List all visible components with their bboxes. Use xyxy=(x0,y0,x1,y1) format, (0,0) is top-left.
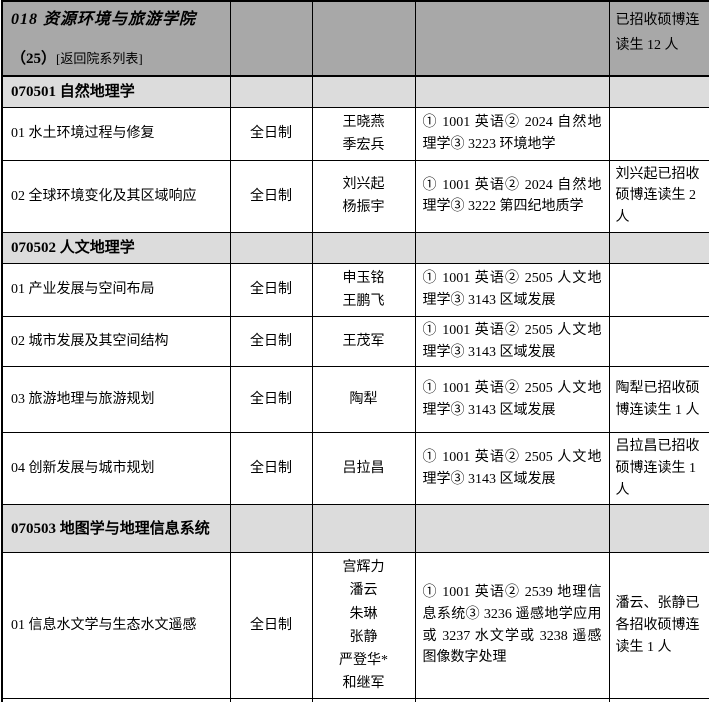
note-cell xyxy=(608,315,709,368)
supervisors-cell: 吕拉昌 xyxy=(311,432,416,506)
section-header-row: 070501 自然地理学 xyxy=(1,75,709,108)
empty-cell xyxy=(311,75,416,108)
empty-cell xyxy=(229,75,313,108)
supervisors-cell: 刘兴起 杨振宇 xyxy=(311,159,416,233)
empty-cell xyxy=(229,231,313,264)
empty-cell xyxy=(229,504,313,554)
study-mode-cell: 全日制 xyxy=(229,552,313,699)
direction-cell: 02 空间信息获取与应用 xyxy=(1,697,231,702)
exam-subjects-cell: ① 1001 英语② 2505 人文地理学③ 3143 区域发展 xyxy=(414,432,610,506)
supervisors-cell: 陶犁 xyxy=(311,366,416,434)
direction-cell: 01 信息水文学与生态水文遥感 xyxy=(1,552,231,699)
empty-cell xyxy=(229,0,313,77)
direction-cell: 01 产业发展与空间布局 xyxy=(1,262,231,317)
note-cell xyxy=(608,262,709,317)
supervisors-cell: 宫辉力 潘云 朱琳 张静 严登华* 和继军 xyxy=(311,552,416,699)
college-header-row: 018 资源环境与旅游学院 （25）[返回院系列表] 已招收硕博连读生 12 人 xyxy=(1,0,709,77)
college-subline: （25）[返回院系列表] xyxy=(11,48,224,71)
empty-cell xyxy=(608,504,709,554)
table-row: 01 信息水文学与生态水文遥感 全日制 宫辉力 潘云 朱琳 张静 严登华* 和继… xyxy=(1,552,709,699)
exam-subjects-cell: ① 1001 英语② 2505 人文地理学③ 3143 区域发展 xyxy=(414,366,610,434)
table-row: 01 水土环境过程与修复 全日制 王晓燕 季宏兵 ① 1001 英语② 2024… xyxy=(1,106,709,161)
exam-subjects-cell: ① 1001 英语② 2539 地理 xyxy=(414,697,610,702)
exam-subjects-cell: ① 1001 英语② 2024 自然地理学③ 3222 第四纪地质学 xyxy=(414,159,610,233)
college-title: 018 资源环境与旅游学院 xyxy=(11,11,197,28)
table-row: 02 城市发展及其空间结构 全日制 王茂军 ① 1001 英语② 2505 人文… xyxy=(1,315,709,368)
exam-subjects-cell: ① 1001 英语② 2505 人文地理学③ 3143 区域发展 xyxy=(414,315,610,368)
back-to-departments-link[interactable]: [返回院系列表] xyxy=(56,51,143,66)
note-cell: 潘云、张静已各招收硕博连读生 1 人 xyxy=(608,552,709,699)
section-title: 070501 自然地理学 xyxy=(1,75,231,108)
college-number: （25） xyxy=(11,51,57,67)
college-admission-note: 已招收硕博连读生 12 人 xyxy=(608,0,709,77)
exam-subjects-cell: ① 1001 英语② 2505 人文地理学③ 3143 区域发展 xyxy=(414,262,610,317)
direction-cell: 02 全球环境变化及其区域响应 xyxy=(1,159,231,233)
empty-cell xyxy=(311,0,416,77)
supervisors-cell: 王晓燕 季宏兵 xyxy=(311,106,416,161)
table-row: 02 全球环境变化及其区域响应 全日制 刘兴起 杨振宇 ① 1001 英语② 2… xyxy=(1,159,709,233)
study-mode-cell: 全日制 xyxy=(229,697,313,702)
direction-cell: 03 旅游地理与旅游规划 xyxy=(1,366,231,434)
supervisors-cell: 王茂军 xyxy=(311,315,416,368)
section-title: 070502 人文地理学 xyxy=(1,231,231,264)
exam-subjects-cell: ① 1001 英语② 2539 地理信息系统③ 3236 遥感地学应用 或 32… xyxy=(414,552,610,699)
empty-cell xyxy=(414,0,610,77)
table-row: 02 空间信息获取与应用 全日制 刘先林 ① 1001 英语② 2539 地理 … xyxy=(1,697,709,702)
section-header-row: 070502 人文地理学 xyxy=(1,231,709,264)
supervisors-cell: 申玉铭 王鹏飞 xyxy=(311,262,416,317)
empty-cell xyxy=(311,504,416,554)
empty-cell xyxy=(311,231,416,264)
note-cell xyxy=(608,106,709,161)
empty-cell xyxy=(608,231,709,264)
direction-cell: 01 水土环境过程与修复 xyxy=(1,106,231,161)
table-row: 04 创新发展与城市规划 全日制 吕拉昌 ① 1001 英语② 2505 人文地… xyxy=(1,432,709,506)
exam-subjects-cell: ① 1001 英语② 2024 自然地理学③ 3223 环境地学 xyxy=(414,106,610,161)
empty-cell xyxy=(608,75,709,108)
table-row: 03 旅游地理与旅游规划 全日制 陶犁 ① 1001 英语② 2505 人文地理… xyxy=(1,366,709,434)
study-mode-cell: 全日制 xyxy=(229,315,313,368)
note-cell: 刘先林、钟 xyxy=(608,697,709,702)
note-cell: 吕拉昌已招收硕博连读生 1 人 xyxy=(608,432,709,506)
table-row: 01 产业发展与空间布局 全日制 申玉铭 王鹏飞 ① 1001 英语② 2505… xyxy=(1,262,709,317)
section-title: 070503 地图学与地理信息系统 xyxy=(1,504,231,554)
empty-cell xyxy=(414,75,610,108)
study-mode-cell: 全日制 xyxy=(229,366,313,434)
section-header-row: 070503 地图学与地理信息系统 xyxy=(1,504,709,554)
direction-cell: 04 创新发展与城市规划 xyxy=(1,432,231,506)
empty-cell xyxy=(414,504,610,554)
note-cell: 陶犁已招收硕博连读生 1 人 xyxy=(608,366,709,434)
study-mode-cell: 全日制 xyxy=(229,262,313,317)
direction-cell: 02 城市发展及其空间结构 xyxy=(1,315,231,368)
study-mode-cell: 全日制 xyxy=(229,159,313,233)
supervisors-cell: 刘先林 xyxy=(311,697,416,702)
college-header-cell: 018 资源环境与旅游学院 （25）[返回院系列表] xyxy=(1,0,231,77)
study-mode-cell: 全日制 xyxy=(229,432,313,506)
study-mode-cell: 全日制 xyxy=(229,106,313,161)
empty-cell xyxy=(414,231,610,264)
note-cell: 刘兴起已招收硕博连读生 2 人 xyxy=(608,159,709,233)
